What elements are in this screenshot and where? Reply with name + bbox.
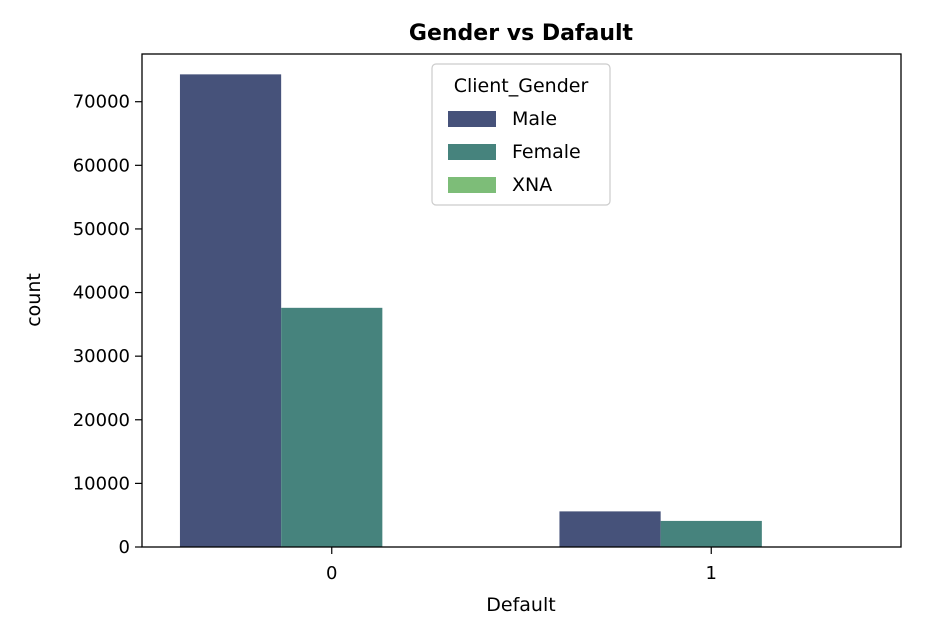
- legend-label-male: Male: [512, 108, 557, 130]
- bar-female-1: [660, 520, 762, 547]
- chart-title: Gender vs Dafault: [409, 21, 634, 46]
- plot-area: [141, 53, 902, 548]
- x-tick-label: 0: [326, 563, 337, 584]
- y-tick-label: 40000: [73, 283, 130, 304]
- legend-label-xna: XNA: [512, 174, 552, 196]
- y-axis-label: count: [23, 273, 45, 327]
- y-tick-label: 10000: [73, 473, 130, 494]
- legend-swatch-female: [448, 144, 496, 160]
- legend-label-female: Female: [512, 141, 581, 163]
- y-tick-label: 20000: [73, 410, 130, 431]
- y-tick-label: 0: [119, 537, 130, 558]
- x-axis-label: Default: [486, 594, 555, 616]
- y-tick-label: 60000: [73, 155, 130, 176]
- legend-box: [431, 63, 611, 206]
- bar-male-1: [559, 511, 661, 547]
- bar-female-0: [281, 307, 383, 547]
- y-tick-label: 70000: [73, 92, 130, 113]
- legend-swatch-xna: [448, 177, 496, 193]
- plot-frame: [141, 53, 902, 548]
- x-tick-label: 1: [706, 563, 717, 584]
- legend-title: Client_Gender: [454, 75, 589, 97]
- y-tick-label: 50000: [73, 219, 130, 240]
- y-axis: 0 10000 20000 30000 40000 50000 60000 70000: [73, 92, 142, 558]
- legend: Client_Gender Male Female XNA: [431, 63, 611, 206]
- legend-swatch-male: [448, 111, 496, 127]
- bar-male-0: [179, 74, 282, 548]
- y-tick-label: 30000: [73, 346, 130, 367]
